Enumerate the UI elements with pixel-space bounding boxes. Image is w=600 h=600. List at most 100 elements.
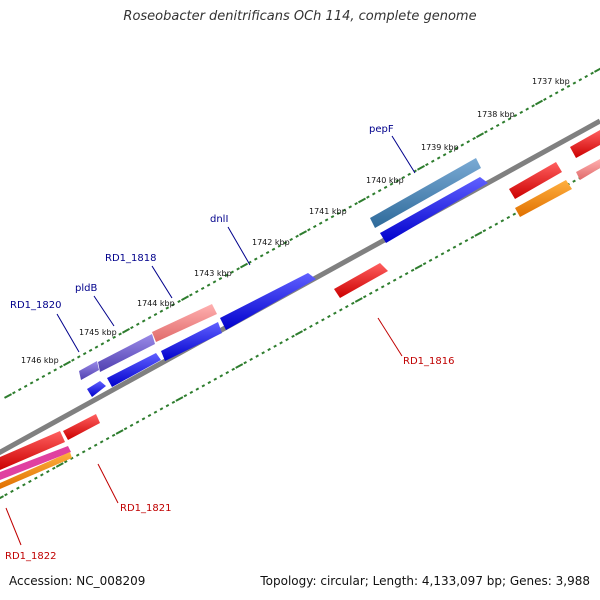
ruler-minor-tick xyxy=(59,365,63,369)
ruler-minor-tick xyxy=(554,91,559,95)
ruler-major-tick xyxy=(474,231,483,237)
ruler-minor-tick xyxy=(283,241,288,245)
ruler-minor-tick xyxy=(590,71,594,75)
ruler-minor-tick xyxy=(106,338,111,343)
ruler-minor-tick xyxy=(219,374,224,378)
gene-arrow-rd1-1820[interactable] xyxy=(79,361,99,380)
ruler-minor-tick xyxy=(495,123,500,128)
ruler-minor-tick xyxy=(531,104,535,108)
gene-arrow-magenta[interactable] xyxy=(0,446,71,480)
cds-arrow-blue-3[interactable] xyxy=(380,177,488,243)
ruler-label-1738: 1738 kbp xyxy=(477,110,515,119)
gene-arrow-pldB[interactable] xyxy=(98,334,155,372)
ruler-minor-tick xyxy=(584,74,588,79)
ruler-minor-tick xyxy=(490,127,494,131)
gene-arrow-red-right-1[interactable] xyxy=(509,162,562,199)
gene-arrow-pepF[interactable] xyxy=(370,158,481,228)
ruler-minor-tick xyxy=(147,316,152,320)
ruler-minor-tick xyxy=(22,483,26,487)
ruler-minor-tick xyxy=(466,140,470,144)
ruler-minor-tick xyxy=(273,344,277,348)
ruler-minor-tick xyxy=(261,351,265,355)
cds-arrow-dnlI[interactable] xyxy=(220,273,316,330)
ruler-minor-tick xyxy=(484,130,488,134)
gene-arrow-rd1-1818[interactable] xyxy=(152,304,217,342)
gene-arrow-rd1-1821[interactable] xyxy=(0,431,65,470)
ruler-major-tick xyxy=(181,295,189,302)
ruler-minor-tick xyxy=(10,489,14,494)
ruler-minor-tick xyxy=(380,285,385,289)
cds-arrow-blue-2[interactable] xyxy=(161,322,222,361)
cds-arrow-blue-1[interactable] xyxy=(107,353,161,387)
ruler-minor-tick xyxy=(501,120,506,124)
ruler-minor-tick xyxy=(543,97,547,101)
ruler-minor-tick xyxy=(111,433,116,437)
ruler-minor-tick xyxy=(183,394,188,398)
ruler-minor-tick xyxy=(189,390,194,395)
ruler-major-tick xyxy=(299,230,307,236)
ruler-minor-tick xyxy=(362,295,367,299)
ruler-minor-tick xyxy=(189,293,193,297)
ruler-minor-tick xyxy=(93,443,98,447)
ruler-minor-tick xyxy=(277,244,282,248)
gene-arrow-pink-right[interactable] xyxy=(576,159,600,180)
ruler-minor-tick xyxy=(295,234,299,238)
ruler-minor-tick xyxy=(395,179,400,183)
ruler-minor-tick xyxy=(129,423,134,428)
leader-rd1-1821 xyxy=(97,463,119,504)
ruler-minor-tick xyxy=(339,308,343,312)
ruler-label-1742: 1742 kbp xyxy=(252,238,290,247)
ruler-major-tick xyxy=(358,197,366,204)
ruler-minor-tick xyxy=(71,358,75,362)
ruler-minor-tick xyxy=(279,341,283,345)
ruler-minor-tick xyxy=(407,172,411,176)
ruler-minor-tick xyxy=(159,309,164,313)
ruler-minor-tick xyxy=(303,328,307,332)
ruler-minor-tick xyxy=(225,370,230,375)
ruler-major-tick xyxy=(4,393,12,399)
ruler-minor-tick xyxy=(321,318,325,322)
ruler-minor-tick xyxy=(147,413,152,418)
ruler-minor-tick xyxy=(452,245,457,249)
ruler-label-1743: 1743 kbp xyxy=(194,269,232,278)
ruler-minor-tick xyxy=(53,368,57,372)
ruler-minor-tick xyxy=(254,257,258,261)
ruler-minor-tick xyxy=(207,380,212,385)
accession-text: Accession: NC_008209 xyxy=(9,574,146,588)
gene-arrow-red-right-2[interactable] xyxy=(570,130,600,158)
leader-rd1-1816 xyxy=(377,317,403,357)
ruler-major-tick xyxy=(63,360,71,367)
gene-label-pepF: pepF xyxy=(369,124,394,135)
genome-summary-text: Topology: circular; Length: 4,133,097 bp… xyxy=(260,574,590,588)
gene-arrow-red-left-1[interactable] xyxy=(63,414,100,440)
ruler-minor-tick xyxy=(512,212,517,216)
leader-rd1-1822 xyxy=(5,507,22,546)
gene-arrow-orange-right[interactable] xyxy=(515,180,572,217)
ruler-minor-tick xyxy=(165,306,170,310)
ruler-minor-tick xyxy=(330,215,335,219)
leader-rd1-1820 xyxy=(56,313,80,353)
ruler-minor-tick xyxy=(458,242,463,246)
ruler-minor-tick xyxy=(354,202,358,206)
ruler-minor-tick xyxy=(99,440,104,444)
ruler-minor-tick xyxy=(213,377,218,381)
ruler-minor-tick xyxy=(345,304,349,309)
ruler-label-1737: 1737 kbp xyxy=(532,77,570,86)
ruler-minor-tick xyxy=(18,387,22,392)
ruler-minor-tick xyxy=(351,301,355,305)
ruler-minor-tick xyxy=(307,228,311,232)
ruler-minor-tick xyxy=(94,345,99,349)
ruler-minor-tick xyxy=(105,436,110,441)
ruler-minor-tick xyxy=(285,337,289,342)
gene-arrow-rd1-1816[interactable] xyxy=(334,263,388,298)
ruler-minor-tick xyxy=(506,215,511,220)
gene-arrow-orange-left[interactable] xyxy=(0,452,72,489)
ruler-major-tick xyxy=(122,327,130,334)
ruler-major-tick xyxy=(354,297,363,303)
ruler-minor-tick xyxy=(259,254,264,258)
ruler-label-1745: 1745 kbp xyxy=(79,328,117,337)
gene-label-rd1-1822: RD1_1822 xyxy=(5,551,56,562)
ruler-major-tick xyxy=(55,462,64,468)
cds-arrow-small[interactable] xyxy=(87,381,106,397)
